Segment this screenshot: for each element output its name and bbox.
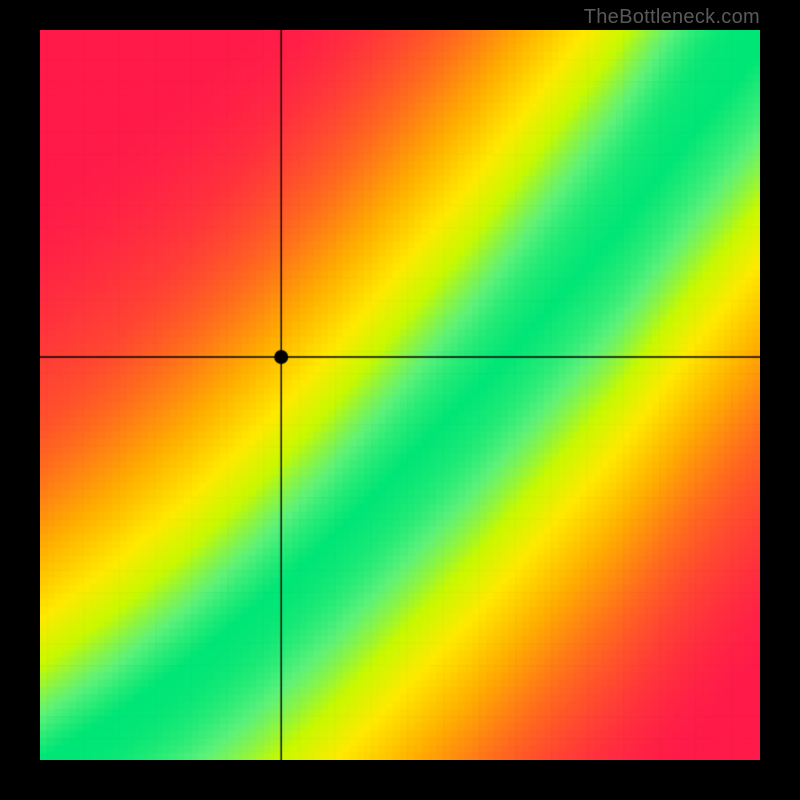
heatmap-canvas <box>40 30 760 760</box>
watermark-text: TheBottleneck.com <box>584 6 760 29</box>
heatmap-plot <box>40 30 760 760</box>
